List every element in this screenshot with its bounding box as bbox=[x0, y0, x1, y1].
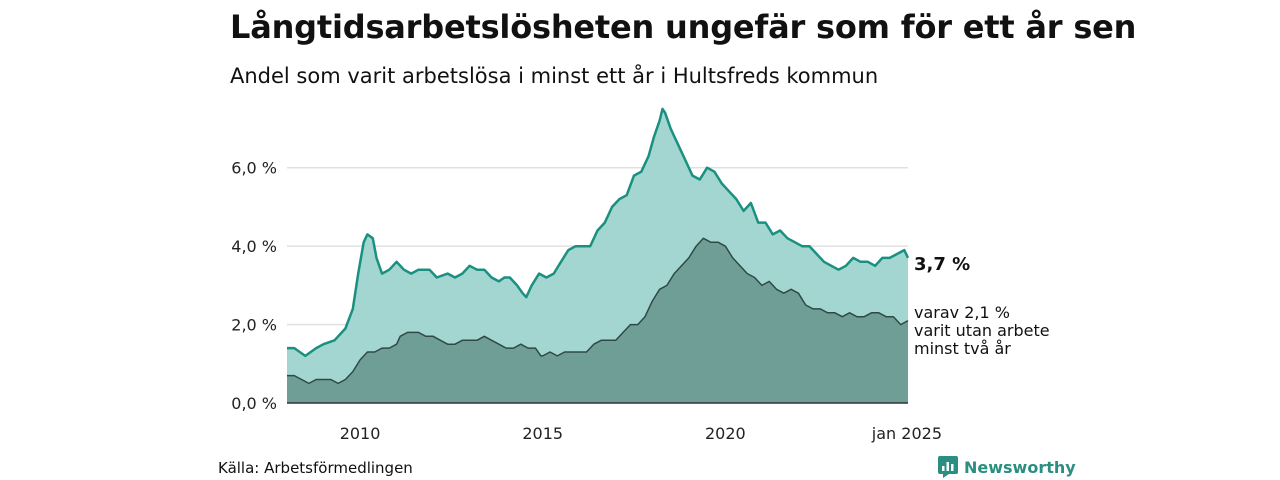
brand-name: Newsworthy bbox=[964, 457, 1076, 477]
chart-subtitle: Andel som varit arbetslösa i minst ett å… bbox=[230, 64, 879, 88]
y-tick-label: 0,0 % bbox=[231, 394, 277, 413]
source-note: Källa: Arbetsförmedlingen bbox=[218, 459, 413, 477]
y-tick-label: 2,0 % bbox=[231, 316, 277, 335]
x-tick-label: jan 2025 bbox=[871, 424, 942, 443]
axis-layer: 0,0 % 2,0 % 4,0 % 6,0 % 2010 2015 2020 jan 2025 bbox=[231, 159, 942, 443]
y-tick-label: 4,0 % bbox=[231, 237, 277, 256]
y-tick-label: 6,0 % bbox=[231, 159, 277, 178]
area-layer bbox=[287, 107, 910, 404]
x-tick-label: 2015 bbox=[522, 424, 563, 443]
upper-value-label: 3,7 % bbox=[914, 254, 970, 275]
series-line-lower bbox=[287, 237, 909, 385]
chart-title: Långtidsarbetslösheten ungefär som för e… bbox=[230, 8, 1137, 46]
series-area-lower bbox=[287, 238, 908, 403]
lower-series-label: varit utan arbete bbox=[914, 321, 1050, 340]
newsworthy-logo-icon bbox=[938, 456, 958, 478]
lower-series-label: varav 2,1 % bbox=[914, 303, 1010, 322]
brand-logo[interactable]: Newsworthy bbox=[938, 456, 1076, 478]
lower-series-label: minst två år bbox=[914, 339, 1011, 358]
x-tick-label: 2020 bbox=[705, 424, 746, 443]
series-line-upper bbox=[287, 107, 910, 358]
x-tick-label: 2010 bbox=[340, 424, 381, 443]
